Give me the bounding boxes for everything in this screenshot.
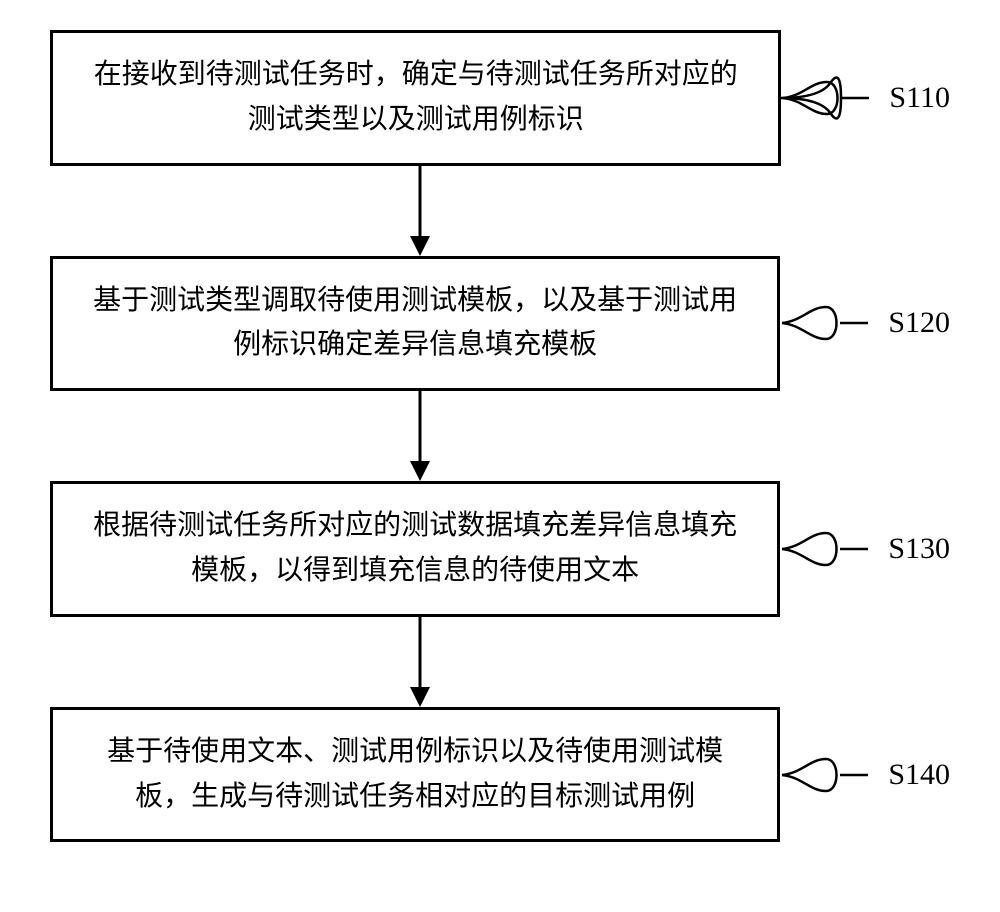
step-box-s120: 基于测试类型调取待使用测试模板，以及基于测试用例标识确定差异信息填充模板 xyxy=(50,256,780,392)
step-label-s130: S130 xyxy=(888,532,950,566)
connector-s140 xyxy=(780,751,880,799)
step-row-1: 在接收到待测试任务时，确定与待测试任务所对应的测试类型以及测试用例标识 S110 xyxy=(50,30,950,166)
connector-s130 xyxy=(780,525,880,573)
step-label-s140: S140 xyxy=(888,758,950,792)
step-text: 根据待测试任务所对应的测试数据填充差异信息填充模板，以得到填充信息的待使用文本 xyxy=(83,504,747,594)
step-row-2: 基于测试类型调取待使用测试模板，以及基于测试用例标识确定差异信息填充模板 S12… xyxy=(50,256,950,392)
arrow-1 xyxy=(50,166,790,256)
step-box-s110: 在接收到待测试任务时，确定与待测试任务所对应的测试类型以及测试用例标识 xyxy=(50,30,781,166)
connector-s120 xyxy=(780,299,880,347)
step-box-s140: 基于待使用文本、测试用例标识以及待使用测试模板，生成与待测试任务相对应的目标测试… xyxy=(50,707,780,843)
step-label-s110: S110 xyxy=(889,81,950,115)
flowchart-container: 在接收到待测试任务时，确定与待测试任务所对应的测试类型以及测试用例标识 S110… xyxy=(50,30,950,842)
step-row-4: 基于待使用文本、测试用例标识以及待使用测试模板，生成与待测试任务相对应的目标测试… xyxy=(50,707,950,843)
connector-s110 xyxy=(781,74,881,122)
step-text: 在接收到待测试任务时，确定与待测试任务所对应的测试类型以及测试用例标识 xyxy=(83,53,748,143)
step-label-s120: S120 xyxy=(888,306,950,340)
arrow-3 xyxy=(50,617,790,707)
step-text: 基于测试类型调取待使用测试模板，以及基于测试用例标识确定差异信息填充模板 xyxy=(83,279,747,369)
arrow-2 xyxy=(50,391,790,481)
step-row-3: 根据待测试任务所对应的测试数据填充差异信息填充模板，以得到填充信息的待使用文本 … xyxy=(50,481,950,617)
step-box-s130: 根据待测试任务所对应的测试数据填充差异信息填充模板，以得到填充信息的待使用文本 xyxy=(50,481,780,617)
step-text: 基于待使用文本、测试用例标识以及待使用测试模板，生成与待测试任务相对应的目标测试… xyxy=(83,730,747,820)
